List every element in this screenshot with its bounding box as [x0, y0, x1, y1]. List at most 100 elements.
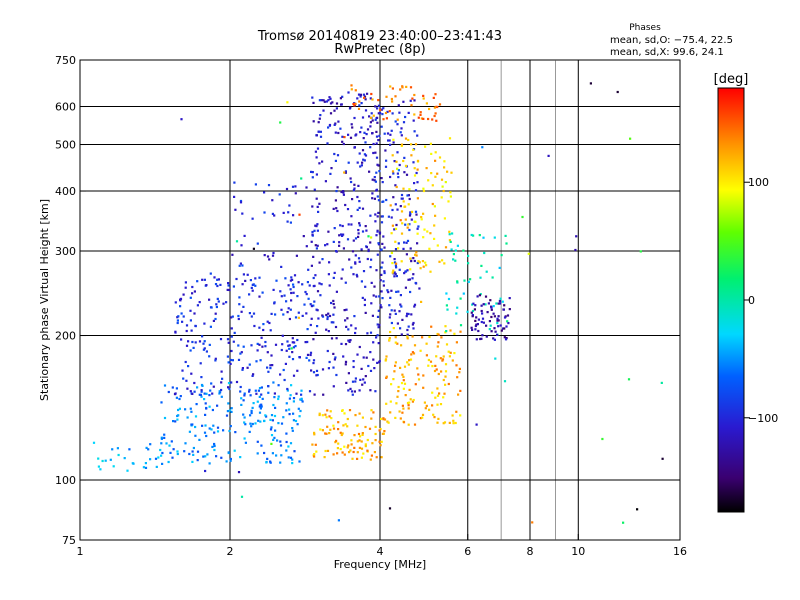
data-point [179, 305, 182, 308]
data-point [311, 205, 314, 208]
data-point [425, 167, 428, 170]
data-point [344, 171, 347, 174]
data-point [388, 304, 391, 307]
data-point [443, 262, 446, 265]
data-point [321, 258, 324, 261]
data-point [350, 266, 353, 269]
data-point [438, 103, 442, 106]
data-point [364, 141, 367, 144]
data-point [326, 349, 329, 353]
data-point [308, 390, 312, 393]
data-point [622, 521, 625, 524]
data-point [490, 330, 493, 333]
data-point [294, 192, 297, 195]
data-point [357, 229, 360, 232]
data-point [437, 372, 440, 376]
data-point [352, 365, 355, 369]
data-point [257, 419, 260, 422]
data-point [112, 465, 115, 468]
data-point [503, 304, 506, 307]
data-point [160, 401, 163, 404]
data-point [319, 130, 322, 133]
data-point [341, 140, 344, 143]
data-point [427, 117, 430, 121]
data-point [234, 431, 237, 434]
data-point [314, 150, 317, 153]
data-point [500, 329, 503, 332]
data-point [202, 342, 205, 345]
data-point [427, 364, 430, 367]
data-point [179, 297, 183, 300]
data-point [314, 331, 317, 334]
data-point [286, 387, 289, 391]
data-point [205, 434, 208, 438]
data-point [392, 269, 395, 272]
data-point [314, 224, 317, 227]
data-point [191, 423, 194, 426]
data-point [376, 107, 379, 110]
data-point [350, 180, 353, 184]
data-point [279, 373, 282, 376]
data-point [411, 400, 414, 403]
data-point [324, 449, 327, 453]
data-point [266, 351, 269, 354]
data-point [323, 456, 326, 459]
data-point [189, 296, 192, 299]
data-point [258, 405, 261, 408]
data-point [401, 318, 404, 321]
data-point [332, 207, 335, 210]
data-point [459, 297, 462, 300]
data-point [145, 446, 148, 449]
data-point [208, 343, 211, 346]
data-point [226, 338, 230, 341]
data-point [497, 315, 500, 318]
data-point [193, 312, 196, 315]
data-point [353, 183, 356, 186]
data-point [433, 237, 436, 240]
colorbar-label: [deg] [714, 72, 749, 87]
data-point [377, 112, 380, 115]
data-point [285, 300, 288, 303]
data-point [445, 304, 448, 307]
data-point [252, 283, 255, 286]
data-point [380, 177, 383, 180]
data-point [262, 328, 265, 332]
data-point [436, 403, 439, 406]
data-point [272, 381, 275, 384]
data-point [241, 367, 244, 370]
data-point [405, 253, 408, 256]
data-point [296, 369, 299, 372]
data-point [335, 373, 338, 377]
data-point [384, 149, 387, 152]
data-point [385, 376, 388, 379]
data-point [340, 342, 343, 345]
data-point [271, 254, 275, 257]
data-point [316, 325, 319, 328]
data-point [413, 259, 416, 263]
data-point [376, 315, 380, 318]
data-point [362, 452, 365, 455]
data-point [369, 146, 372, 149]
data-point [192, 446, 195, 450]
data-point [372, 411, 375, 414]
data-point [286, 101, 289, 104]
data-point [453, 332, 456, 335]
data-point [391, 87, 394, 90]
data-point [315, 308, 318, 311]
data-point [448, 355, 451, 358]
data-point [327, 126, 330, 129]
data-point [441, 358, 445, 361]
data-point [217, 278, 220, 281]
data-point [377, 139, 380, 142]
data-point [410, 313, 413, 316]
data-point [377, 326, 380, 329]
data-point [237, 314, 240, 318]
data-point [383, 246, 386, 249]
data-point [363, 159, 366, 162]
data-point [342, 142, 345, 146]
data-point [395, 402, 398, 405]
data-point [447, 350, 450, 353]
data-point [383, 418, 387, 421]
data-point [180, 312, 183, 315]
data-point [288, 347, 291, 350]
